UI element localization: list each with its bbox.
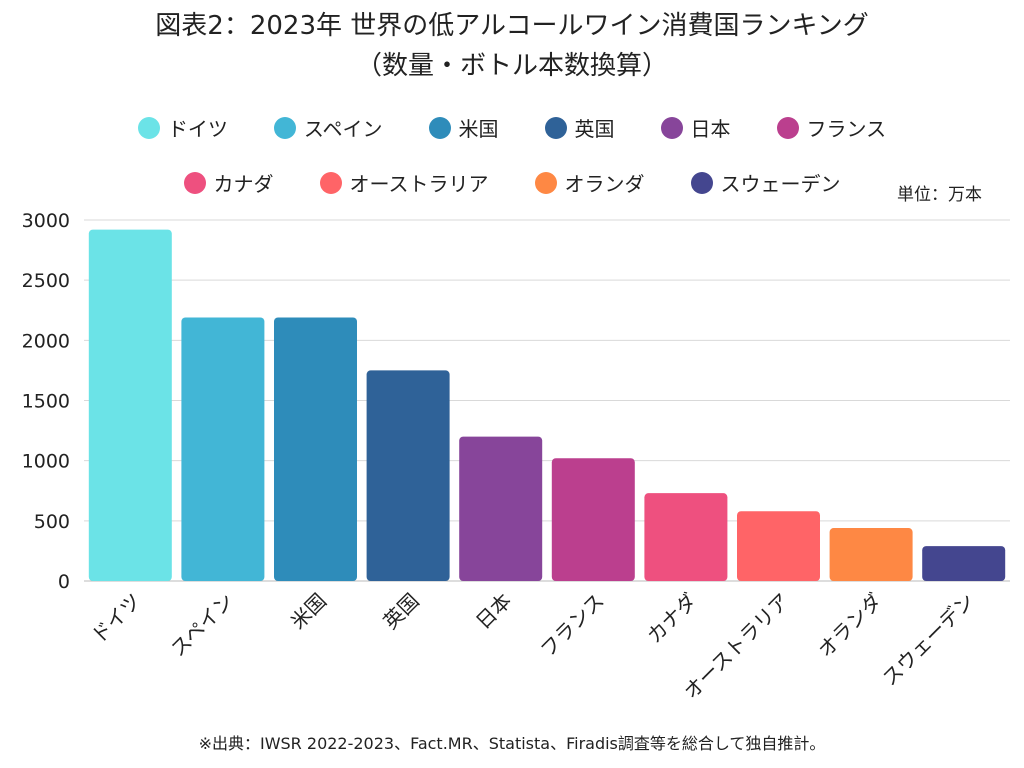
y-tick-label: 2500 — [22, 270, 70, 292]
y-tick-label: 0 — [58, 571, 70, 593]
y-tick-label: 500 — [34, 511, 70, 533]
legend-item: フランス — [776, 113, 887, 142]
bar-6 — [551, 458, 635, 581]
legend-item: 米国 — [428, 113, 499, 142]
bar-8 — [737, 511, 820, 581]
legend-label: 日本 — [690, 117, 731, 141]
legend-item: オーストラリア — [319, 168, 489, 197]
legend-swatch — [183, 171, 206, 194]
legend-item: 日本 — [660, 113, 731, 142]
legend-label: カナダ — [213, 172, 274, 196]
legend-label: スウェーデン — [720, 172, 841, 196]
legend-label: スペイン — [303, 117, 383, 141]
legend-item: ドイツ — [137, 113, 228, 142]
legend-item: 英国 — [544, 113, 615, 142]
legend-item: スペイン — [273, 113, 383, 142]
y-tick-label: 1000 — [22, 451, 70, 473]
x-tick-label: スペイン — [166, 589, 239, 662]
legend-label: 米国 — [458, 117, 499, 141]
x-tick-label: フランス — [536, 589, 609, 662]
x-tick-label: カナダ — [642, 589, 701, 648]
legend-label: オーストラリア — [349, 172, 489, 196]
x-tick-label: スウェーデン — [877, 589, 979, 691]
legend-swatch — [137, 116, 160, 139]
x-tick-label: ドイツ — [86, 589, 145, 648]
legend-swatch — [544, 116, 567, 139]
x-tick-label: 日本 — [471, 589, 516, 634]
legend-row-1: ドイツ スペイン 米国 英国 日本 フランス — [0, 113, 1024, 142]
source-note: ※出典：IWSR 2022-2023、Fact.MR、Statista、Fira… — [198, 734, 826, 753]
legend-label: ドイツ — [167, 117, 228, 141]
legend-item: カナダ — [183, 168, 274, 197]
bar-9 — [829, 528, 913, 581]
bar-5 — [459, 436, 543, 581]
bar-1 — [88, 229, 172, 582]
bar-chart: 0 500 1000 1500 2000 2500 3000 ドイツ スペイン 米国 英国 日本 フラ… — [22, 210, 1010, 704]
bar-3 — [274, 317, 357, 581]
x-tick-label: 米国 — [286, 589, 331, 634]
y-tick-label: 3000 — [22, 210, 70, 232]
bar-7 — [644, 493, 728, 581]
legend-item: スウェーデン — [690, 168, 841, 197]
legend-item: オランダ — [534, 168, 645, 197]
y-tick-label: 2000 — [22, 330, 70, 352]
bars — [88, 229, 1006, 582]
x-tick-label: オランダ — [813, 589, 887, 663]
legend-swatch — [776, 116, 799, 139]
bar-2 — [181, 317, 265, 581]
legend-swatch — [273, 116, 296, 139]
chart-title-line1: 図表2：2023年 世界の低アルコールワイン消費国ランキング — [155, 11, 869, 41]
y-tick-label: 1500 — [22, 391, 70, 413]
chart-title-line2: （数量・ボトル本数換算） — [355, 51, 668, 81]
legend-swatch — [319, 171, 342, 194]
legend-swatch — [534, 171, 557, 194]
bar-4 — [366, 370, 450, 581]
legend-label: 英国 — [574, 117, 615, 141]
chart-title: 図表2：2023年 世界の低アルコールワイン消費国ランキング （数量・ボトル本数… — [0, 6, 1024, 86]
y-axis: 0 500 1000 1500 2000 2500 3000 — [22, 210, 70, 593]
legend-swatch — [690, 171, 713, 194]
legend-row-2: カナダ オーストラリア オランダ スウェーデン — [0, 168, 1024, 197]
legend-swatch — [660, 116, 683, 139]
legend-label: フランス — [806, 117, 887, 141]
x-tick-label: 英国 — [378, 589, 423, 634]
bar-10 — [922, 546, 1006, 581]
legend-label: オランダ — [564, 172, 645, 196]
legend-swatch — [428, 116, 451, 139]
unit-label: 単位：万本 — [897, 185, 982, 205]
